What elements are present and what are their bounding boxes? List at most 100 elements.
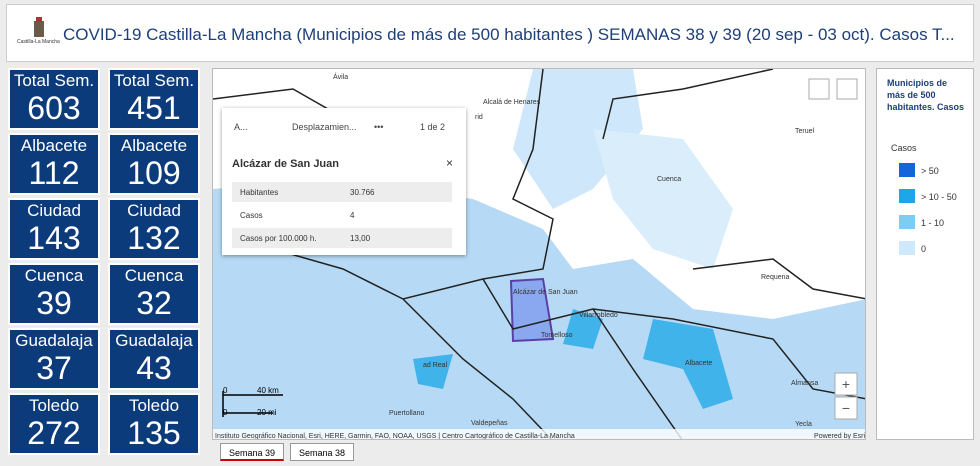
kpi-tile: Toledo 135: [108, 393, 200, 455]
kpi-value: 43: [136, 350, 172, 386]
legend-label: 0: [921, 244, 927, 254]
region-fill: [593, 129, 733, 269]
kpi-tile: Cuenca 32: [108, 263, 200, 325]
week-tab[interactable]: Semana 39: [220, 443, 284, 461]
place-label: Almansa: [791, 380, 818, 387]
kpi-label: Guadalaja: [115, 331, 193, 350]
kpi-tile: Total Sem. 603: [8, 68, 100, 130]
toolbar-item[interactable]: A...: [234, 122, 248, 132]
legend-swatch: [899, 189, 915, 203]
place-label: Villarrobledo: [579, 312, 618, 319]
place-label: Tomelloso: [541, 332, 573, 339]
place-label: Ávila: [333, 72, 348, 81]
popup-row: Casos 4: [232, 205, 452, 225]
search-button[interactable]: [808, 78, 830, 100]
kpi-value: 135: [127, 415, 181, 451]
legend-swatch: [899, 241, 915, 255]
logo-icon: [34, 17, 44, 37]
legend: Municipios de más de 500 habitantes. Cas…: [876, 68, 974, 440]
place-label: Requena: [761, 274, 790, 281]
kpi-label: Cuenca: [24, 266, 84, 285]
kpi-label: Toledo: [28, 396, 80, 415]
field-value: 13,00: [350, 234, 371, 243]
field-name: Casos: [240, 211, 263, 220]
kpi-label: Toledo: [128, 396, 180, 415]
zoom-label: +: [842, 376, 850, 392]
kpi-value: 132: [127, 220, 181, 256]
scale-bar: [222, 391, 283, 417]
kpi-tile: Guadalaja 43: [108, 328, 200, 390]
place-label: Teruel: [795, 128, 815, 135]
scale-label: 0: [223, 386, 228, 395]
scale-label: 40 km: [257, 386, 279, 395]
week-tab[interactable]: Semana 38: [290, 443, 354, 461]
header: Castilla-La Mancha COVID-19 Castilla-La …: [6, 4, 974, 62]
kpi-tile: Total Sem. 451: [108, 68, 200, 130]
kpi-value: 451: [127, 90, 181, 126]
legend-title: Municipios de más de 500 habitantes. Cas…: [887, 78, 965, 112]
scale-label: 20 mi: [257, 408, 277, 417]
legend-label: 1 - 10: [921, 218, 945, 228]
attribution-bg: [213, 429, 865, 439]
region-fill: [413, 354, 453, 389]
kpi-value: 112: [28, 155, 80, 191]
zoom-out[interactable]: [834, 396, 858, 420]
popup-row: Casos por 100.000 h. 13,00: [232, 228, 452, 248]
place-label: Alcázar de San Juan: [513, 289, 578, 296]
place-label: Yecla: [795, 421, 812, 428]
kpi-value: 603: [27, 90, 81, 126]
zoom-in[interactable]: [834, 372, 858, 396]
kpi-value: 32: [136, 285, 172, 321]
toolbar-item[interactable]: Desplazamien...: [292, 122, 357, 132]
kpi-label: Cuenca: [124, 266, 184, 285]
field-value: 4: [350, 211, 355, 220]
toolbar-item[interactable]: 1 de 2: [420, 122, 446, 132]
scale-label: 0: [223, 408, 228, 417]
kpi-value: 39: [36, 285, 72, 321]
legend-swatch: [899, 215, 915, 229]
kpi-tile: Guadalaja 37: [8, 328, 100, 390]
place-label: Valdepeñas: [471, 420, 508, 427]
logo-text: Castilla-La Mancha: [17, 39, 60, 45]
kpi-label: Albacete: [20, 136, 88, 155]
region-fill: [643, 319, 733, 409]
kpi-label: Total Sem.: [13, 71, 95, 90]
popup-title: Alcázar de San Juan: [232, 158, 339, 170]
kpi-label: Ciudad: [127, 201, 181, 220]
region-fill: [563, 309, 603, 349]
kpi-tile: Albacete 109: [108, 133, 200, 195]
kpi-label: Albacete: [120, 136, 188, 155]
field-value: 30.766: [350, 188, 375, 197]
field-name: Habitantes: [240, 188, 279, 197]
attribution: Instituto Geográfico Nacional, Esri, HER…: [215, 433, 575, 440]
kpi-label: Guadalaja: [15, 331, 93, 350]
kpi-label: Total Sem.: [113, 71, 195, 90]
zoom-label: −: [842, 400, 850, 416]
legend-subtitle: Casos: [891, 143, 917, 153]
home-button[interactable]: [836, 78, 858, 100]
region-fill: [513, 69, 643, 209]
powered-by: Powered by Esri: [814, 433, 865, 440]
kpi-value: 37: [36, 350, 72, 386]
popup-close[interactable]: ×: [446, 156, 454, 170]
place-label: ad Real: [423, 362, 448, 369]
kpi-tile: Cuenca 39: [8, 263, 100, 325]
title: COVID-19 Castilla-La Mancha (Municipios …: [63, 25, 955, 44]
kpi-label: Ciudad: [27, 201, 81, 220]
place-label: Puertollano: [389, 410, 425, 417]
kpi-value: 272: [27, 415, 81, 451]
kpi-tile: Albacete 112: [8, 133, 100, 195]
kpi-tile: Ciudad 132: [108, 198, 200, 260]
place-label: rid: [475, 114, 483, 121]
place-label: Cuenca: [657, 176, 681, 183]
legend-label: > 50: [921, 166, 939, 176]
selected-municipality: [509, 277, 555, 343]
legend-swatch: [899, 163, 915, 177]
popup-row: Habitantes 30.766: [232, 182, 452, 202]
toolbar-item[interactable]: •••: [374, 122, 384, 132]
legend-label: > 10 - 50: [921, 192, 957, 202]
popup[interactable]: A... Desplazamien... ••• 1 de 2 × Alcázar de …: [222, 108, 466, 255]
kpi-tile: Ciudad 143: [8, 198, 100, 260]
field-name: Casos por 100.000 h.: [240, 234, 317, 243]
